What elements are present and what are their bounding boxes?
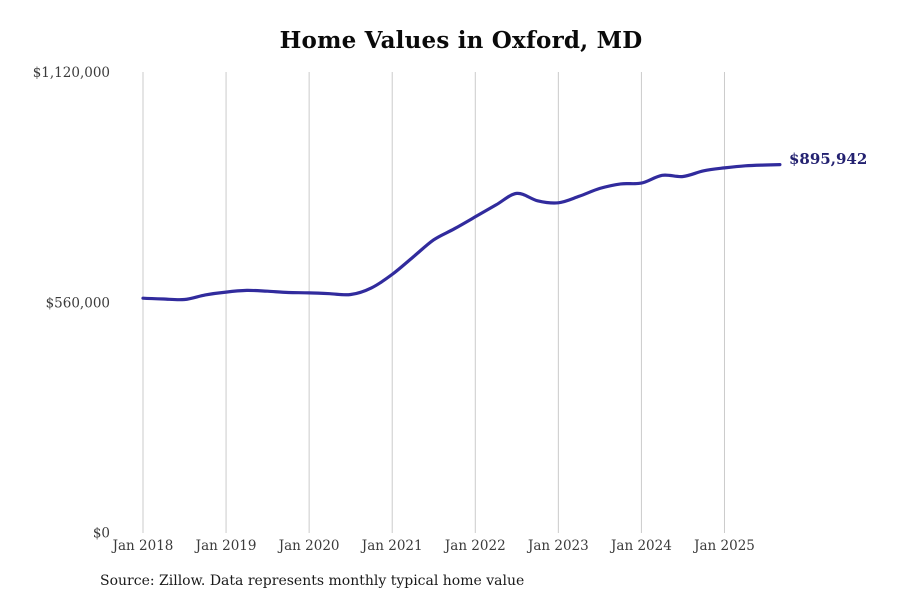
home-value-series-line xyxy=(141,163,782,302)
x-axis-tick-label: Jan 2025 xyxy=(692,538,755,554)
x-axis-tick-label: Jan 2021 xyxy=(360,538,423,554)
x-axis-tick-label: Jan 2024 xyxy=(609,538,672,554)
x-axis-tick-label: Jan 2019 xyxy=(194,538,257,554)
y-axis-tick-label: $0 xyxy=(93,526,110,542)
x-axis-tick-label: Jan 2020 xyxy=(277,538,340,554)
y-axis-tick-label: $560,000 xyxy=(46,295,110,311)
y-axis-tick-label: $1,120,000 xyxy=(33,65,110,81)
chart-title: Home Values in Oxford, MD xyxy=(279,27,643,54)
x-axis-tick-label: Jan 2022 xyxy=(443,538,506,554)
source-note: Source: Zillow. Data represents monthly … xyxy=(100,573,525,589)
latest-value-label: $895,942 xyxy=(789,150,868,168)
x-axis-tick-label: Jan 2018 xyxy=(111,538,174,554)
x-axis-tick-label: Jan 2023 xyxy=(526,538,589,554)
